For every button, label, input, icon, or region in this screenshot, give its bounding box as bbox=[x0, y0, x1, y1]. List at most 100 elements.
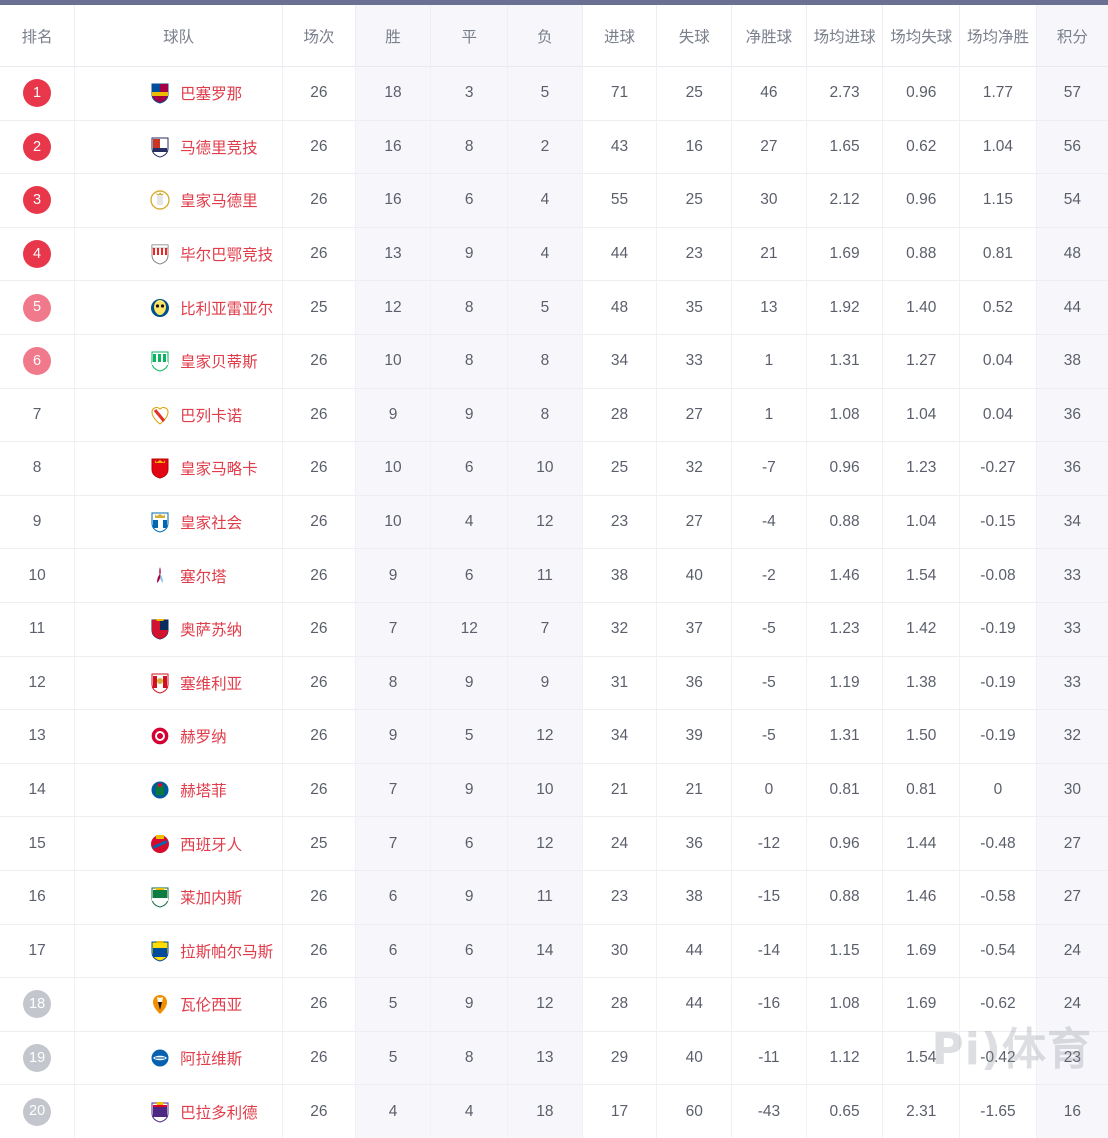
cell-gd: 27 bbox=[731, 120, 807, 175]
team-cell[interactable]: 巴拉多利德 bbox=[74, 1084, 284, 1138]
table-row[interactable]: 2 马德里竞技 26 16 8 2 43 16 27 1.65 0.62 1.04 56 bbox=[0, 120, 1108, 175]
club-crest-icon bbox=[149, 404, 171, 426]
cell-gdpg: -0.58 bbox=[959, 870, 1037, 925]
cell-ga: 44 bbox=[656, 924, 733, 979]
cell-loss: 5 bbox=[507, 66, 583, 121]
cell-played: 26 bbox=[282, 495, 356, 550]
cell-gdpg: -0.62 bbox=[959, 977, 1037, 1032]
team-name[interactable]: 皇家马略卡 bbox=[180, 461, 258, 479]
column-header-gf[interactable]: 进球 bbox=[582, 5, 658, 67]
table-row[interactable]: 5 比利亚雷亚尔 25 12 8 5 48 35 13 1.92 1.40 0.52 44 bbox=[0, 280, 1108, 335]
table-row[interactable]: 12 塞维利亚 26 8 9 9 31 36 -5 1.19 1.38 -0.19 33 bbox=[0, 656, 1108, 711]
table-row[interactable]: 18 瓦伦西亚 26 5 9 12 28 44 -16 1.08 1.69 -0.62 24 bbox=[0, 977, 1108, 1032]
table-row[interactable]: 17 拉斯帕尔马斯 26 6 6 14 30 44 -14 1.15 1.69 -0.54 24 bbox=[0, 924, 1108, 979]
team-name[interactable]: 巴塞罗那 bbox=[180, 86, 243, 104]
table-row[interactable]: 13 赫罗纳 26 9 5 12 34 39 -5 1.31 1.50 -0.19 32 bbox=[0, 709, 1108, 764]
column-header-win[interactable]: 胜 bbox=[355, 5, 432, 67]
team-cell[interactable]: 莱加内斯 bbox=[74, 870, 284, 925]
team-name[interactable]: 比利亚雷亚尔 bbox=[180, 300, 274, 318]
table-row[interactable]: 1 巴塞罗那 26 18 3 5 71 25 46 2.73 0.96 1.77 57 bbox=[0, 66, 1108, 121]
team-cell[interactable]: 皇家贝蒂斯 bbox=[74, 334, 284, 389]
table-row[interactable]: 3 皇家马德里 26 16 6 4 55 25 30 2.12 0.96 1.15 54 bbox=[0, 173, 1108, 228]
team-cell[interactable]: 塞维利亚 bbox=[74, 656, 284, 711]
rank-badge: 4 bbox=[23, 240, 52, 269]
team-name[interactable]: 赫塔菲 bbox=[180, 783, 227, 801]
cell-played: 26 bbox=[282, 173, 356, 228]
column-header-gdpg[interactable]: 场均净胜 bbox=[959, 5, 1037, 67]
team-name[interactable]: 瓦伦西亚 bbox=[180, 997, 243, 1015]
team-name[interactable]: 奥萨苏纳 bbox=[180, 622, 243, 640]
team-name[interactable]: 巴拉多利德 bbox=[180, 1104, 258, 1122]
team-name[interactable]: 西班牙人 bbox=[180, 836, 243, 854]
column-header-played[interactable]: 场次 bbox=[282, 5, 356, 67]
team-cell[interactable]: 皇家马略卡 bbox=[74, 441, 284, 496]
team-name[interactable]: 马德里竞技 bbox=[180, 139, 258, 157]
team-cell[interactable]: 阿拉维斯 bbox=[74, 1031, 284, 1086]
cell-gf: 17 bbox=[582, 1084, 658, 1138]
column-header-points[interactable]: 积分 bbox=[1036, 5, 1108, 67]
team-cell[interactable]: 比利亚雷亚尔 bbox=[74, 280, 284, 335]
column-header-rank[interactable]: 排名 bbox=[0, 5, 76, 67]
cell-loss: 18 bbox=[507, 1084, 583, 1138]
table-row[interactable]: 11 奥萨苏纳 26 7 12 7 32 37 -5 1.23 1.42 -0.19 33 bbox=[0, 602, 1108, 657]
cell-played: 26 bbox=[282, 548, 356, 603]
team-name[interactable]: 塞尔塔 bbox=[180, 568, 227, 586]
cell-gf: 30 bbox=[582, 924, 658, 979]
team-name[interactable]: 莱加内斯 bbox=[180, 890, 243, 908]
rank-cell: 4 bbox=[0, 227, 76, 282]
cell-loss: 14 bbox=[507, 924, 583, 979]
team-cell[interactable]: 拉斯帕尔马斯 bbox=[74, 924, 284, 979]
column-header-gfpg[interactable]: 场均进球 bbox=[806, 5, 884, 67]
team-name[interactable]: 塞维利亚 bbox=[180, 675, 243, 693]
team-cell[interactable]: 瓦伦西亚 bbox=[74, 977, 284, 1032]
column-header-gd[interactable]: 净胜球 bbox=[731, 5, 807, 67]
table-row[interactable]: 10 塞尔塔 26 9 6 11 38 40 -2 1.46 1.54 -0.08 33 bbox=[0, 548, 1108, 603]
team-cell[interactable]: 毕尔巴鄂竞技 bbox=[74, 227, 284, 282]
column-header-draw[interactable]: 平 bbox=[430, 5, 509, 67]
rank-badge: 3 bbox=[23, 186, 52, 215]
team-name[interactable]: 阿拉维斯 bbox=[180, 1050, 243, 1068]
team-name[interactable]: 毕尔巴鄂竞技 bbox=[180, 247, 274, 265]
team-cell[interactable]: 赫塔菲 bbox=[74, 763, 284, 818]
team-name[interactable]: 皇家贝蒂斯 bbox=[180, 354, 258, 372]
team-cell[interactable]: 奥萨苏纳 bbox=[74, 602, 284, 657]
team-cell[interactable]: 马德里竞技 bbox=[74, 120, 284, 175]
cell-played: 26 bbox=[282, 709, 356, 764]
team-cell[interactable]: 巴列卡诺 bbox=[74, 388, 284, 443]
column-header-loss[interactable]: 负 bbox=[507, 5, 583, 67]
cell-gdpg: 0 bbox=[959, 763, 1037, 818]
table-row[interactable]: 6 皇家贝蒂斯 26 10 8 8 34 33 1 1.31 1.27 0.04 38 bbox=[0, 334, 1108, 389]
team-name[interactable]: 赫罗纳 bbox=[180, 729, 227, 747]
table-row[interactable]: 8 皇家马略卡 26 10 6 10 25 32 -7 0.96 1.23 -0.27 36 bbox=[0, 441, 1108, 496]
team-name[interactable]: 皇家社会 bbox=[180, 515, 243, 533]
cell-draw: 9 bbox=[430, 763, 509, 818]
table-row[interactable]: 9 皇家社会 26 10 4 12 23 27 -4 0.88 1.04 -0.15 34 bbox=[0, 495, 1108, 550]
column-header-team[interactable]: 球队 bbox=[74, 5, 284, 67]
table-row[interactable]: 20 巴拉多利德 26 4 4 18 17 60 -43 0.65 2.31 -1.65 16 bbox=[0, 1084, 1108, 1138]
club-crest-icon bbox=[149, 940, 171, 962]
table-row[interactable]: 19 阿拉维斯 26 5 8 13 29 40 -11 1.12 1.54 -0.42 23 bbox=[0, 1031, 1108, 1086]
team-name[interactable]: 拉斯帕尔马斯 bbox=[180, 943, 274, 961]
team-cell[interactable]: 塞尔塔 bbox=[74, 548, 284, 603]
table-row[interactable]: 16 莱加内斯 26 6 9 11 23 38 -15 0.88 1.46 -0.58 27 bbox=[0, 870, 1108, 925]
cell-gf: 23 bbox=[582, 870, 658, 925]
team-name[interactable]: 皇家马德里 bbox=[180, 193, 258, 211]
team-cell[interactable]: 皇家社会 bbox=[74, 495, 284, 550]
table-row[interactable]: 14 赫塔菲 26 7 9 10 21 21 0 0.81 0.81 0 30 bbox=[0, 763, 1108, 818]
cell-gfpg: 2.73 bbox=[806, 66, 884, 121]
table-row[interactable]: 4 毕尔巴鄂竞技 26 13 9 4 44 23 21 1.69 0.88 0.81 48 bbox=[0, 227, 1108, 282]
club-crest-icon bbox=[149, 618, 171, 640]
column-header-gapg[interactable]: 场均失球 bbox=[882, 5, 961, 67]
table-row[interactable]: 15 西班牙人 25 7 6 12 24 36 -12 0.96 1.44 -0.48 27 bbox=[0, 816, 1108, 871]
team-name[interactable]: 巴列卡诺 bbox=[180, 407, 243, 425]
cell-gapg: 0.96 bbox=[882, 66, 961, 121]
cell-points: 57 bbox=[1036, 66, 1108, 121]
team-cell[interactable]: 赫罗纳 bbox=[74, 709, 284, 764]
column-header-ga[interactable]: 失球 bbox=[656, 5, 733, 67]
team-cell[interactable]: 皇家马德里 bbox=[74, 173, 284, 228]
cell-ga: 39 bbox=[656, 709, 733, 764]
team-cell[interactable]: 西班牙人 bbox=[74, 816, 284, 871]
table-row[interactable]: 7 巴列卡诺 26 9 9 8 28 27 1 1.08 1.04 0.04 36 bbox=[0, 388, 1108, 443]
team-cell[interactable]: 巴塞罗那 bbox=[74, 66, 284, 121]
cell-played: 26 bbox=[282, 870, 356, 925]
